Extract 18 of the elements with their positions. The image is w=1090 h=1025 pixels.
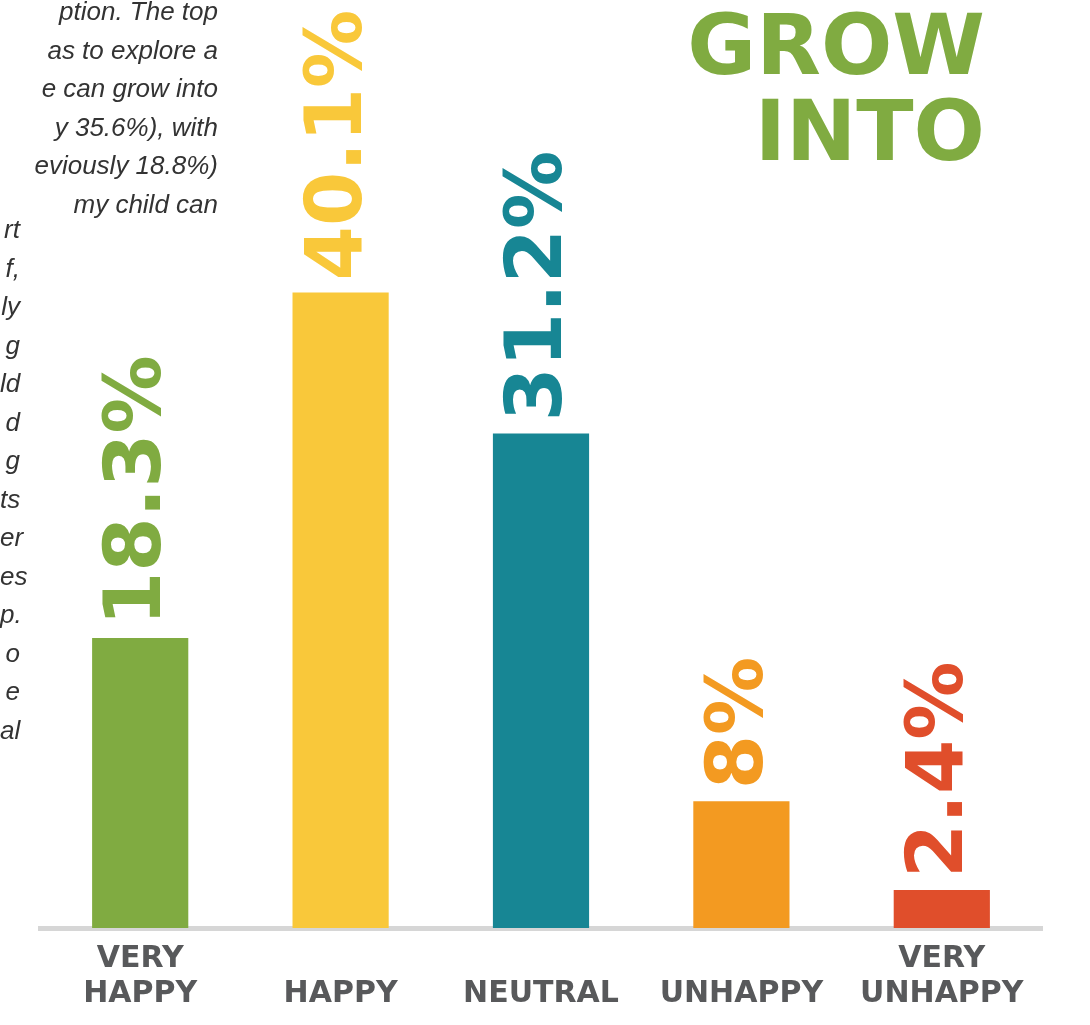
data-label: 40.1% (288, 9, 379, 281)
text: ption. The top as to explore a e can grow into y 35.6%), with eviously 18.8%) my child can (34, 0, 218, 219)
bar (292, 292, 389, 928)
x-tick-label: UNHAPPY (659, 973, 825, 1009)
data-label: 31.2% (489, 150, 580, 422)
text: rt f, ly g ld d g ts er es p. o e al (0, 214, 28, 745)
bar (893, 889, 990, 928)
data-label: 8% (689, 656, 780, 790)
bar (92, 637, 189, 928)
chart-title: GROW INTO (687, 0, 985, 180)
bar (693, 801, 790, 928)
x-tick-label: VERY HAPPY (83, 939, 199, 1009)
data-label: 18.3% (88, 355, 179, 626)
x-tick-label: HAPPY (283, 973, 399, 1009)
data-label: 2.4% (890, 661, 981, 878)
x-tick-label: VERY UNHAPPY (860, 939, 1025, 1009)
x-tick-label: NEUTRAL (463, 973, 619, 1009)
bar (492, 433, 590, 928)
